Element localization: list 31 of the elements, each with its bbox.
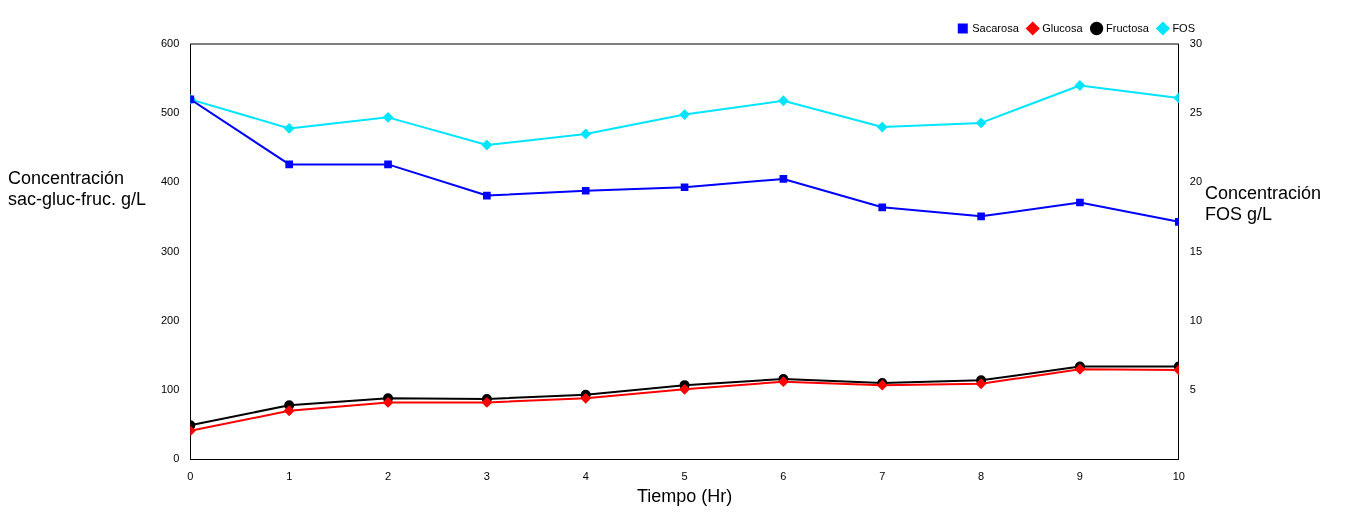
y-tick-label: 500 — [160, 106, 180, 119]
x-tick-label: 6 — [780, 469, 787, 482]
x-tick-label: 7 — [879, 469, 886, 482]
y-tick-label: 300 — [160, 244, 180, 257]
y2-tick-label: 10 — [1189, 313, 1203, 326]
x-tick-label: 9 — [1076, 469, 1083, 482]
legend-label: Fructosa — [1106, 21, 1150, 34]
x-tick-label: 1 — [286, 469, 293, 482]
y-tick-label: 200 — [160, 313, 180, 326]
y-tick-label: 600 — [160, 37, 180, 50]
legend-label: Sacarosa — [972, 21, 1020, 34]
y2-tick-label: 5 — [1189, 383, 1196, 396]
y2-tick-label: 20 — [1189, 175, 1203, 188]
x-tick-label: 8 — [978, 469, 985, 482]
x-tick-label: 5 — [681, 469, 688, 482]
x-axis-title: Tiempo (Hr) — [636, 486, 733, 507]
legend-label: FOS — [1172, 21, 1196, 34]
y2-tick-label: 25 — [1189, 106, 1203, 119]
x-tick-label: 4 — [582, 469, 589, 482]
y2-tick-label: 30 — [1189, 37, 1203, 50]
y-tick-label: 0 — [173, 452, 180, 465]
y-tick-label: 100 — [160, 383, 180, 396]
x-tick-label: 10 — [1172, 469, 1185, 482]
y2-tick-label: 15 — [1189, 244, 1203, 257]
y-tick-label: 400 — [160, 175, 180, 188]
x-tick-label: 0 — [187, 469, 194, 482]
x-tick-label: 3 — [483, 469, 490, 482]
y-axis-title: Concentración sac-gluc-fruc. g/L — [8, 168, 148, 210]
legend-label: Glucosa — [1042, 21, 1084, 34]
y2-axis-title: Concentración FOS g/L — [1205, 183, 1323, 225]
x-tick-label: 2 — [384, 469, 392, 482]
